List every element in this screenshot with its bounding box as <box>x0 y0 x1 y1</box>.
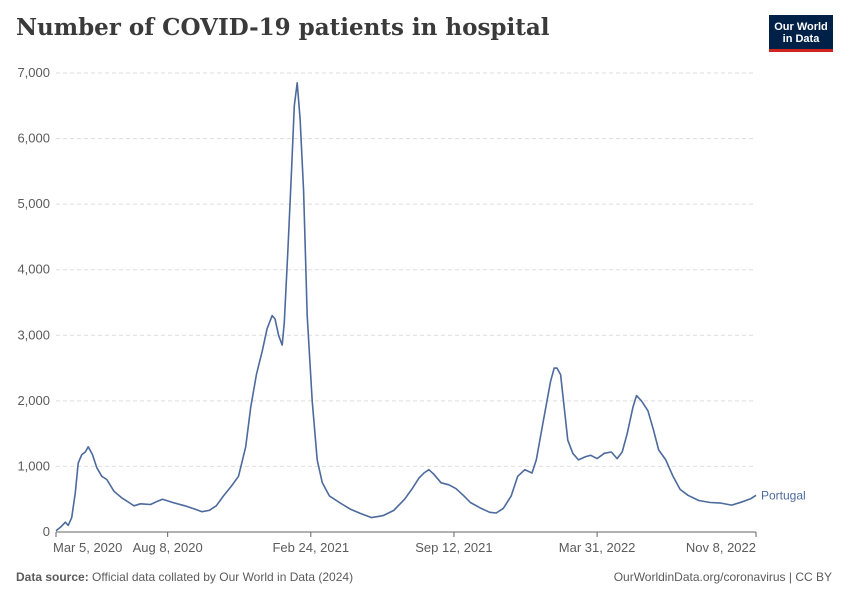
chart-title: Number of COVID-19 patients in hospital <box>16 14 550 41</box>
x-tick-label: Sep 12, 2021 <box>415 540 492 555</box>
series-line-portugal <box>55 82 757 532</box>
source-label: Data source: <box>16 570 89 584</box>
series-layer: Portugal <box>55 82 806 532</box>
y-tick-label: 5,000 <box>17 196 50 211</box>
source-text: Official data collated by Our World in D… <box>92 570 354 584</box>
y-tick-label: 3,000 <box>17 327 50 342</box>
logo-line-1: Our World <box>774 21 828 33</box>
series-label-portugal: Portugal <box>761 488 806 502</box>
footer-source: Data source: Official data collated by O… <box>16 570 353 584</box>
x-tick-label: Aug 8, 2020 <box>133 540 203 555</box>
gridlines <box>56 72 756 467</box>
y-axis-ticks: 0 1,000 2,000 3,000 4,000 5,000 6,000 7,000 <box>17 65 50 539</box>
x-tick-label: Nov 8, 2022 <box>686 540 756 555</box>
x-tick-label: Mar 5, 2020 <box>53 540 122 555</box>
y-tick-label: 4,000 <box>17 262 50 277</box>
y-tick-label: 1,000 <box>17 458 50 473</box>
x-axis: Mar 5, 2020 Aug 8, 2020 Feb 24, 2021 Sep 12… <box>53 531 757 555</box>
y-tick-label: 7,000 <box>17 65 50 80</box>
y-tick-label: 2,000 <box>17 393 50 408</box>
owid-logo[interactable]: Our World in Data <box>769 15 833 52</box>
footer-link[interactable]: OurWorldinData.org/coronavirus | CC BY <box>613 570 832 584</box>
y-tick-label: 0 <box>43 524 50 539</box>
y-tick-label: 6,000 <box>17 131 50 146</box>
x-tick-label: Feb 24, 2021 <box>272 540 349 555</box>
x-tick-label: Mar 31, 2022 <box>559 540 636 555</box>
logo-line-2: in Data <box>782 33 820 45</box>
line-chart: 0 1,000 2,000 3,000 4,000 5,000 6,000 7,000 Mar… <box>17 65 806 555</box>
